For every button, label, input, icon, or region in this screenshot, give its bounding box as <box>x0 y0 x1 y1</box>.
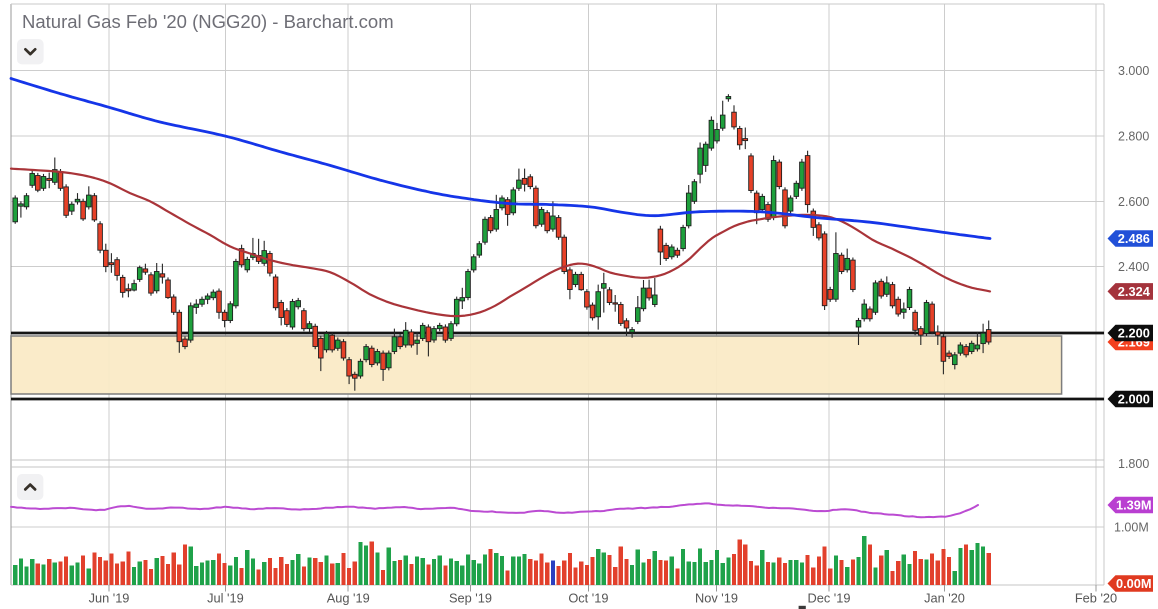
svg-text:Nov '19: Nov '19 <box>695 591 738 606</box>
svg-text:Aug '19: Aug '19 <box>327 591 370 606</box>
svg-text:2.400: 2.400 <box>1118 260 1149 274</box>
svg-text:2.324: 2.324 <box>1118 284 1151 299</box>
svg-text:2.000: 2.000 <box>1118 392 1150 407</box>
svg-text:2.800: 2.800 <box>1118 130 1149 144</box>
svg-text:Jun '19: Jun '19 <box>89 591 130 606</box>
svg-text:Jul '19: Jul '19 <box>207 591 244 606</box>
svg-text:Feb '20: Feb '20 <box>1075 591 1117 606</box>
svg-text:Dec '19: Dec '19 <box>808 591 851 606</box>
svg-text:1.800: 1.800 <box>1118 457 1149 471</box>
svg-text:Jan '20: Jan '20 <box>924 591 965 606</box>
svg-text:Oct '19: Oct '19 <box>568 591 608 606</box>
svg-text:Sep '19: Sep '19 <box>449 591 492 606</box>
svg-text:1.00M: 1.00M <box>1114 520 1149 534</box>
svg-text:2.200: 2.200 <box>1118 326 1150 341</box>
svg-text:3.000: 3.000 <box>1118 64 1149 78</box>
svg-text:Natural Gas Feb '20 (NGG20) -: Natural Gas Feb '20 (NGG20) - Barchart.c… <box>22 11 394 32</box>
svg-text:2.600: 2.600 <box>1118 195 1149 209</box>
svg-text:1.39M: 1.39M <box>1116 498 1152 513</box>
svg-text:0.00M: 0.00M <box>1116 576 1152 591</box>
svg-text:2.486: 2.486 <box>1118 231 1150 246</box>
